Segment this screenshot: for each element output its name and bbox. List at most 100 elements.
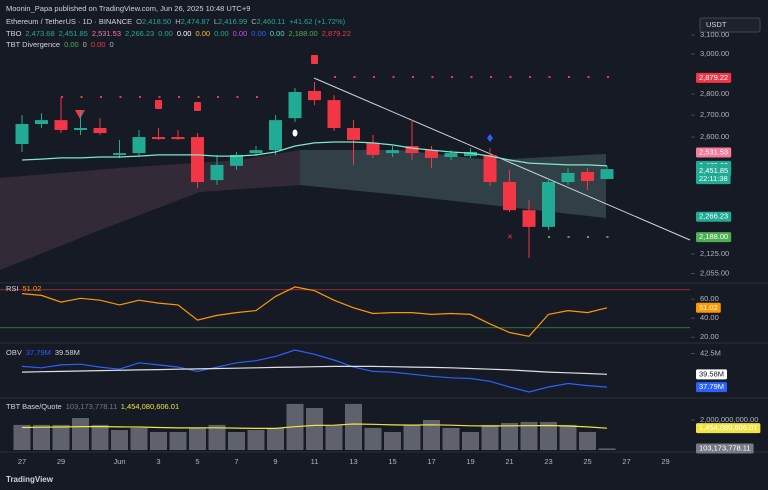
y-tick-label: 2,600.00	[700, 132, 729, 141]
volume-bar	[559, 424, 577, 450]
legend-title: Ethereum / TetherUS · 1D · BINANCE	[6, 17, 132, 26]
x-tick-label: 23	[544, 457, 552, 466]
volume-bar	[306, 407, 323, 450]
legend-value: L	[214, 17, 218, 26]
series-line	[21, 423, 608, 429]
indicator-name: TBT Divergence	[6, 40, 60, 49]
candle-body	[288, 92, 302, 119]
volume-bar	[345, 403, 362, 450]
legend-value: 2,460.11	[257, 17, 286, 26]
publisher-line: Moonin_Papa published on TradingView.com…	[6, 4, 250, 13]
indicator-value: 2,188.00	[289, 29, 318, 38]
volume-bar	[384, 431, 401, 450]
x-tick-label: 27	[18, 457, 26, 466]
legend-value: 2,416.99	[218, 17, 247, 26]
x-tick-label: 5	[195, 457, 199, 466]
volume-bar	[598, 448, 616, 450]
x-tick-label: 13	[349, 457, 357, 466]
x-tick-label: 15	[388, 457, 396, 466]
y-tick-label: 2,000,000,000.00	[700, 415, 758, 424]
indicator-value: 0.00	[158, 29, 173, 38]
volume-bar	[579, 431, 596, 450]
footer-brand: TradingView	[6, 475, 54, 484]
volume-bar	[208, 424, 226, 450]
candle-body	[171, 137, 185, 140]
volume-bar	[267, 427, 284, 450]
price-badge	[696, 72, 732, 83]
legend-value: 39.58M	[55, 348, 80, 357]
x-tick-label: 29	[661, 457, 669, 466]
legend: RSI 51.02	[6, 284, 41, 293]
y-tick-label: 60.00	[700, 294, 719, 303]
legend-value: C	[251, 17, 257, 26]
candle-body	[191, 137, 204, 183]
price-badge	[696, 443, 754, 454]
candle-body	[132, 137, 146, 154]
candle-body	[54, 120, 68, 130]
volume-bar	[52, 424, 70, 450]
legend-title: TBT Base/Quote	[6, 402, 62, 411]
indicator-value: 0.00	[195, 29, 210, 38]
series-line	[21, 286, 608, 337]
volume-bar	[403, 424, 421, 450]
candle-body	[210, 164, 224, 181]
x-tick-label: 29	[57, 457, 65, 466]
volume-bar	[247, 430, 265, 450]
legend-value: 1,454,080,606.01	[121, 402, 179, 411]
volume-bar	[540, 421, 557, 450]
volume-bar	[189, 427, 206, 450]
candle-body	[464, 151, 477, 157]
candle-body	[35, 120, 48, 125]
price-badge	[696, 211, 732, 222]
y-tick-label: 3,000.00	[700, 49, 729, 58]
legend: Ethereum / TetherUS · 1D · BINANCE O2,418…	[6, 17, 346, 26]
price-badge	[696, 166, 732, 177]
indicator-value: 0.00	[214, 29, 229, 38]
legend-value: 51.02	[23, 284, 42, 293]
legend-value: +41.62 (+1.72%)	[289, 17, 345, 26]
volume-bar	[91, 424, 109, 450]
candle-body	[542, 182, 555, 227]
legend-value: H	[175, 17, 180, 26]
currency-box[interactable]	[699, 17, 761, 33]
volume-bar	[442, 427, 460, 450]
indicator-value: 0.00	[177, 29, 192, 38]
legend-value: 103,173,778.11	[66, 402, 117, 411]
indicator-value: 0.00	[64, 40, 79, 49]
legend-value: 37.79M	[26, 348, 51, 357]
legend: OBV 37.79M 39.58M	[6, 348, 80, 357]
indicator-value: 0.00	[251, 29, 266, 38]
volume-bar	[228, 431, 245, 450]
candle-body	[113, 153, 126, 155]
candle-body	[366, 142, 380, 155]
price-badge	[696, 369, 728, 380]
x-tick-label: 27	[622, 457, 630, 466]
price-badge-label: 37.79M	[699, 382, 724, 391]
y-tick-label: 2,700.00	[700, 110, 729, 119]
signal-flag	[155, 100, 162, 109]
candle-body	[405, 146, 419, 154]
candle-body	[327, 100, 341, 128]
price-badge	[696, 382, 728, 393]
legend: TBT Base/Quote 103,173,778.11 1,454,080,60…	[6, 402, 179, 411]
price-badge-label: 51.02	[699, 303, 718, 312]
legend-title: OBV	[6, 348, 22, 357]
price-badge-label: 103,173,778.11	[699, 443, 751, 452]
price-badge-label: 2,451.85	[699, 166, 728, 175]
candle-body	[15, 124, 29, 145]
volume-bar	[150, 431, 167, 450]
x-tick-label: 17	[427, 457, 435, 466]
indicator-value: 0.00	[270, 29, 285, 38]
price-badge-label: 2,879.22	[699, 73, 728, 82]
volume-bar	[130, 427, 148, 450]
signal-marker	[292, 129, 298, 137]
candle-body	[522, 210, 536, 227]
indicator-value: 0	[109, 40, 113, 49]
volume-bar	[111, 430, 128, 450]
series-line	[21, 141, 608, 167]
candle-body	[600, 169, 614, 180]
candle-body	[444, 153, 458, 158]
volume-bar	[423, 419, 440, 450]
currency: USDT	[706, 20, 727, 29]
price-badge-label: 39.58M	[699, 369, 724, 378]
